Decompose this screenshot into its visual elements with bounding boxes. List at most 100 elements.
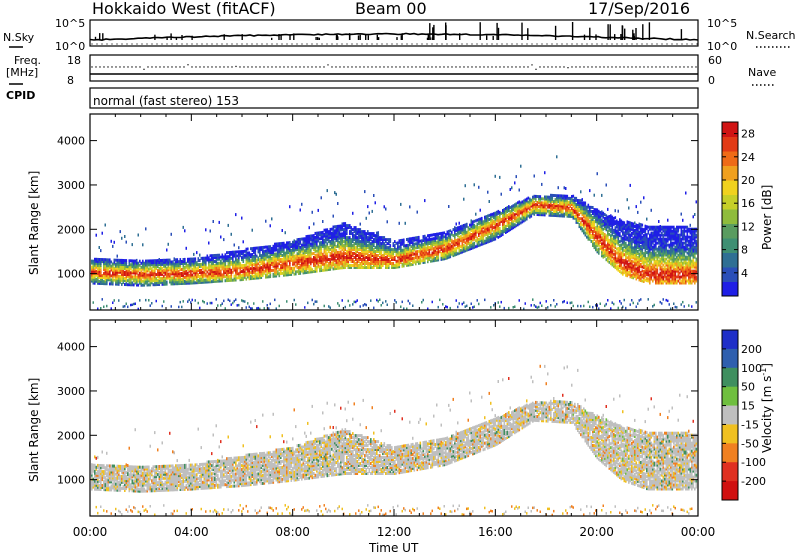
scatter-cell [321, 231, 323, 234]
scatter-cell [375, 234, 377, 237]
search-noise-dot [536, 43, 537, 44]
scatter-cell [517, 201, 519, 204]
scatter-cell [250, 267, 252, 270]
scatter-cell [204, 257, 206, 260]
nave-dot [279, 66, 280, 67]
nave-dot [683, 66, 684, 67]
scatter-cell [307, 235, 309, 238]
nave-dot [607, 66, 608, 67]
nsky-tick-bottom: 10^0 [55, 40, 85, 53]
scatter-cell [318, 246, 320, 249]
scatter-cell [450, 307, 452, 310]
scatter-cell [283, 242, 285, 245]
scatter-cell [463, 224, 465, 227]
scatter-cell [312, 252, 314, 255]
scatter-cell [370, 299, 372, 302]
scatter-cell [303, 237, 305, 240]
scatter-cell [253, 275, 255, 278]
scatter-cell [508, 205, 510, 208]
scatter-cell [393, 262, 395, 265]
scatter-cell [589, 206, 591, 209]
scatter-cell [219, 254, 221, 257]
scatter-cell [328, 258, 330, 261]
scatter-cell [193, 258, 195, 261]
search-noise-dot [581, 43, 582, 44]
scatter-cell [448, 230, 450, 233]
scatter-cell [385, 244, 387, 247]
scatter-cell [96, 270, 98, 273]
scatter-cell [181, 268, 183, 271]
scatter-cell [139, 272, 141, 275]
nave-dot [659, 66, 660, 67]
scatter-cell [468, 226, 470, 229]
scatter-cell [316, 300, 318, 303]
scatter-cell [568, 207, 570, 210]
nave-dot [251, 66, 252, 67]
scatter-cell [196, 261, 198, 264]
scatter-cell [340, 266, 342, 269]
search-noise-dot [326, 43, 327, 44]
nave-dot [247, 66, 248, 67]
scatter-cell [294, 267, 296, 270]
scatter-cell [202, 271, 204, 274]
scatter-cell [513, 220, 515, 223]
nave-dot [239, 66, 240, 67]
scatter-cell [324, 255, 326, 258]
scatter-cell [394, 299, 396, 302]
scatter-cell [192, 299, 194, 302]
scatter-cell [585, 228, 587, 231]
scatter-cell [285, 244, 287, 247]
nave-dot [427, 66, 428, 67]
scatter-cell [130, 259, 132, 262]
scatter-cell [378, 300, 380, 303]
scatter-cell [468, 246, 470, 249]
scatter-cell [138, 262, 140, 265]
scatter-cell [318, 232, 320, 235]
nave-dot [375, 66, 376, 67]
scatter-cell [547, 196, 549, 199]
search-noise-dot [361, 43, 362, 44]
scatter-cell [268, 275, 270, 278]
scatter-cell [463, 244, 465, 247]
scatter-cell [295, 303, 297, 306]
scatter-cell [301, 244, 303, 247]
scatter-cell [159, 267, 161, 270]
scatter-cell [181, 272, 183, 275]
scatter-cell [96, 234, 98, 237]
scatter-cell [264, 307, 266, 310]
nave-dot [371, 66, 372, 67]
scatter-cell [225, 253, 227, 256]
nsearch-tick-bottom: 10^0 [707, 40, 737, 53]
scatter-cell [252, 229, 254, 232]
scatter-cell [282, 272, 284, 275]
scatter-cell [499, 211, 501, 214]
scatter-cell [588, 204, 590, 207]
nave-dot [575, 66, 576, 67]
date-title: 17/Sep/2016 [588, 0, 690, 18]
scatter-cell [133, 260, 135, 263]
scatter-cell [465, 184, 467, 187]
scatter-cell [244, 250, 246, 253]
scatter-cell [385, 256, 387, 259]
nave-dot [363, 66, 364, 67]
scatter-cell [160, 277, 162, 280]
scatter-cell [187, 264, 189, 267]
scatter-cell [105, 224, 107, 227]
scatter-cell [159, 258, 161, 261]
search-noise-dot [431, 43, 432, 44]
scatter-cell [213, 220, 215, 223]
scatter-cell [238, 246, 240, 249]
scatter-cell [367, 205, 369, 208]
search-noise-dot [556, 43, 557, 44]
scatter-cell [190, 280, 192, 283]
scatter-cell [180, 258, 182, 261]
scatter-cell [276, 243, 278, 246]
scatter-cell [522, 200, 524, 203]
scatter-cell [562, 195, 564, 198]
scatter-cell [282, 254, 284, 257]
nave-dot [679, 66, 680, 67]
scatter-cell [324, 229, 326, 232]
scatter-cell [322, 231, 324, 234]
scatter-cell [598, 240, 600, 243]
scatter-cell [495, 212, 497, 215]
